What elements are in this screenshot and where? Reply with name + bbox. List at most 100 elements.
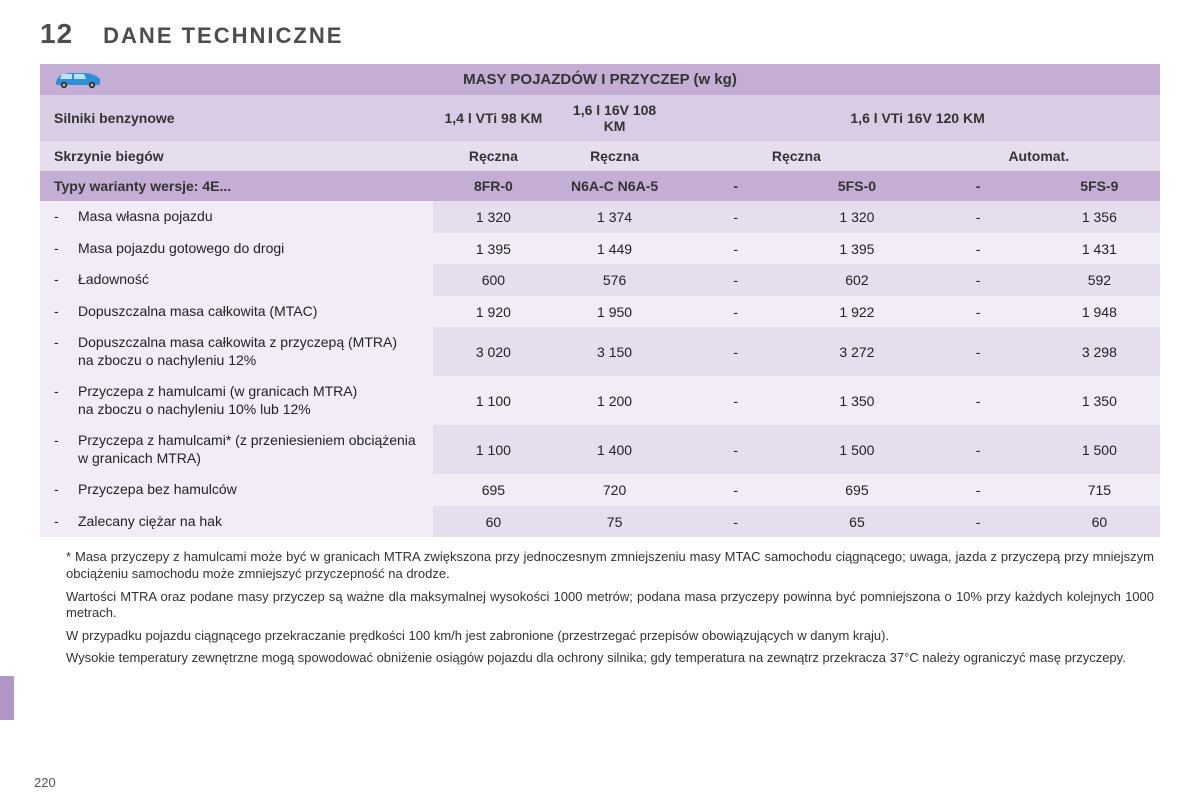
cell: -: [675, 474, 796, 506]
cell: 1 350: [796, 376, 917, 425]
variant-4: 5FS-0: [796, 171, 917, 201]
cell: 1 920: [433, 296, 554, 328]
table-row: -Przyczepa bez hamulców695720-695-715: [40, 474, 1160, 506]
cell: 695: [433, 474, 554, 506]
row-label: -Ładowność: [40, 264, 433, 296]
cell: 1 100: [433, 425, 554, 474]
page-number: 220: [34, 775, 56, 790]
table-body: -Masa własna pojazdu1 3201 374-1 320-1 3…: [40, 201, 1160, 537]
table-row: -Dopuszczalna masa całkowita z przyczepą…: [40, 327, 1160, 376]
cell: 1 449: [554, 233, 675, 265]
variant-3: -: [675, 171, 796, 201]
cell: -: [918, 233, 1039, 265]
row-label: -Zalecany ciężar na hak: [40, 506, 433, 538]
row-label: -Dopuszczalna masa całkowita (MTAC): [40, 296, 433, 328]
table-row: -Przyczepa z hamulcami* (z przeniesienie…: [40, 425, 1160, 474]
cell: -: [918, 425, 1039, 474]
cell: 602: [796, 264, 917, 296]
cell: 720: [554, 474, 675, 506]
gearbox-3: Ręczna: [675, 141, 917, 171]
cell: -: [918, 296, 1039, 328]
row-label: -Dopuszczalna masa całkowita z przyczepą…: [40, 327, 433, 376]
table-row: -Masa własna pojazdu1 3201 374-1 320-1 3…: [40, 201, 1160, 233]
variants-label: Typy warianty wersje: 4E...: [40, 171, 433, 201]
row-label: -Przyczepa z hamulcami (w granicach MTRA…: [40, 376, 433, 425]
table-row: -Dopuszczalna masa całkowita (MTAC)1 920…: [40, 296, 1160, 328]
cell: -: [918, 506, 1039, 538]
table-row: -Zalecany ciężar na hak6075-65-60: [40, 506, 1160, 538]
cell: -: [918, 201, 1039, 233]
engines-row: Silniki benzynowe 1,4 l VTi 98 KM 1,6 l …: [40, 95, 1160, 141]
cell: 3 272: [796, 327, 917, 376]
cell: 75: [554, 506, 675, 538]
page-header: 12 DANE TECHNICZNE: [40, 18, 1160, 50]
cell: -: [918, 376, 1039, 425]
cell: 1 948: [1039, 296, 1160, 328]
cell: 1 320: [433, 201, 554, 233]
cell: 1 100: [433, 376, 554, 425]
table-row: -Przyczepa z hamulcami (w granicach MTRA…: [40, 376, 1160, 425]
variant-1: 8FR-0: [433, 171, 554, 201]
gearbox-label: Skrzynie biegów: [40, 141, 433, 171]
row-label: -Masa własna pojazdu: [40, 201, 433, 233]
cell: -: [675, 376, 796, 425]
cell: -: [675, 506, 796, 538]
car-icon: [50, 66, 106, 94]
cell: -: [675, 264, 796, 296]
engines-label: Silniki benzynowe: [40, 95, 433, 141]
variant-6: 5FS-9: [1039, 171, 1160, 201]
row-label: -Przyczepa z hamulcami* (z przeniesienie…: [40, 425, 433, 474]
cell: 1 950: [554, 296, 675, 328]
footnote-1: * Masa przyczepy z hamulcami może być w …: [66, 549, 1154, 582]
gearbox-1: Ręczna: [433, 141, 554, 171]
table-banner-text: MASY POJAZDÓW I PRZYCZEP (w kg): [463, 71, 737, 88]
footnote-2: Wartości MTRA oraz podane masy przyczep …: [66, 589, 1154, 622]
cell: 1 374: [554, 201, 675, 233]
footnote-3: W przypadku pojazdu ciągnącego przekracz…: [66, 628, 1154, 645]
footnote-4: Wysokie temperatury zewnętrzne mogą spow…: [66, 650, 1154, 667]
cell: 1 500: [1039, 425, 1160, 474]
cell: -: [918, 474, 1039, 506]
cell: 1 431: [1039, 233, 1160, 265]
gearbox-4: Automat.: [918, 141, 1160, 171]
cell: 695: [796, 474, 917, 506]
engine-2: 1,6 l 16V 108 KM: [554, 95, 675, 141]
cell: 60: [1039, 506, 1160, 538]
cell: 60: [433, 506, 554, 538]
table-row: -Masa pojazdu gotowego do drogi1 3951 44…: [40, 233, 1160, 265]
cell: 600: [433, 264, 554, 296]
cell: 1 400: [554, 425, 675, 474]
weights-table: MASY POJAZDÓW I PRZYCZEP (w kg) Silniki …: [40, 64, 1160, 537]
cell: 1 395: [796, 233, 917, 265]
variant-2: N6A-C N6A-5: [554, 171, 675, 201]
cell: 592: [1039, 264, 1160, 296]
cell: 1 395: [433, 233, 554, 265]
cell: -: [675, 201, 796, 233]
engine-1: 1,4 l VTi 98 KM: [433, 95, 554, 141]
gearbox-row: Skrzynie biegów Ręczna Ręczna Ręczna Aut…: [40, 141, 1160, 171]
cell: -: [675, 425, 796, 474]
cell: 576: [554, 264, 675, 296]
cell: -: [675, 233, 796, 265]
row-label: -Przyczepa bez hamulców: [40, 474, 433, 506]
engine-3: 1,6 l VTi 16V 120 KM: [675, 95, 1160, 141]
cell: 1 320: [796, 201, 917, 233]
cell: 715: [1039, 474, 1160, 506]
cell: -: [918, 327, 1039, 376]
cell: 1 356: [1039, 201, 1160, 233]
cell: 1 922: [796, 296, 917, 328]
chapter-number: 12: [40, 18, 73, 50]
page-title: DANE TECHNICZNE: [103, 23, 343, 49]
cell: 3 020: [433, 327, 554, 376]
footnotes: * Masa przyczepy z hamulcami może być w …: [40, 549, 1160, 667]
variant-5: -: [918, 171, 1039, 201]
table-banner: MASY POJAZDÓW I PRZYCZEP (w kg): [40, 64, 1160, 95]
gearbox-2: Ręczna: [554, 141, 675, 171]
cell: -: [918, 264, 1039, 296]
cell: 1 200: [554, 376, 675, 425]
cell: 1 350: [1039, 376, 1160, 425]
cell: 3 150: [554, 327, 675, 376]
cell: -: [675, 296, 796, 328]
cell: -: [675, 327, 796, 376]
cell: 3 298: [1039, 327, 1160, 376]
